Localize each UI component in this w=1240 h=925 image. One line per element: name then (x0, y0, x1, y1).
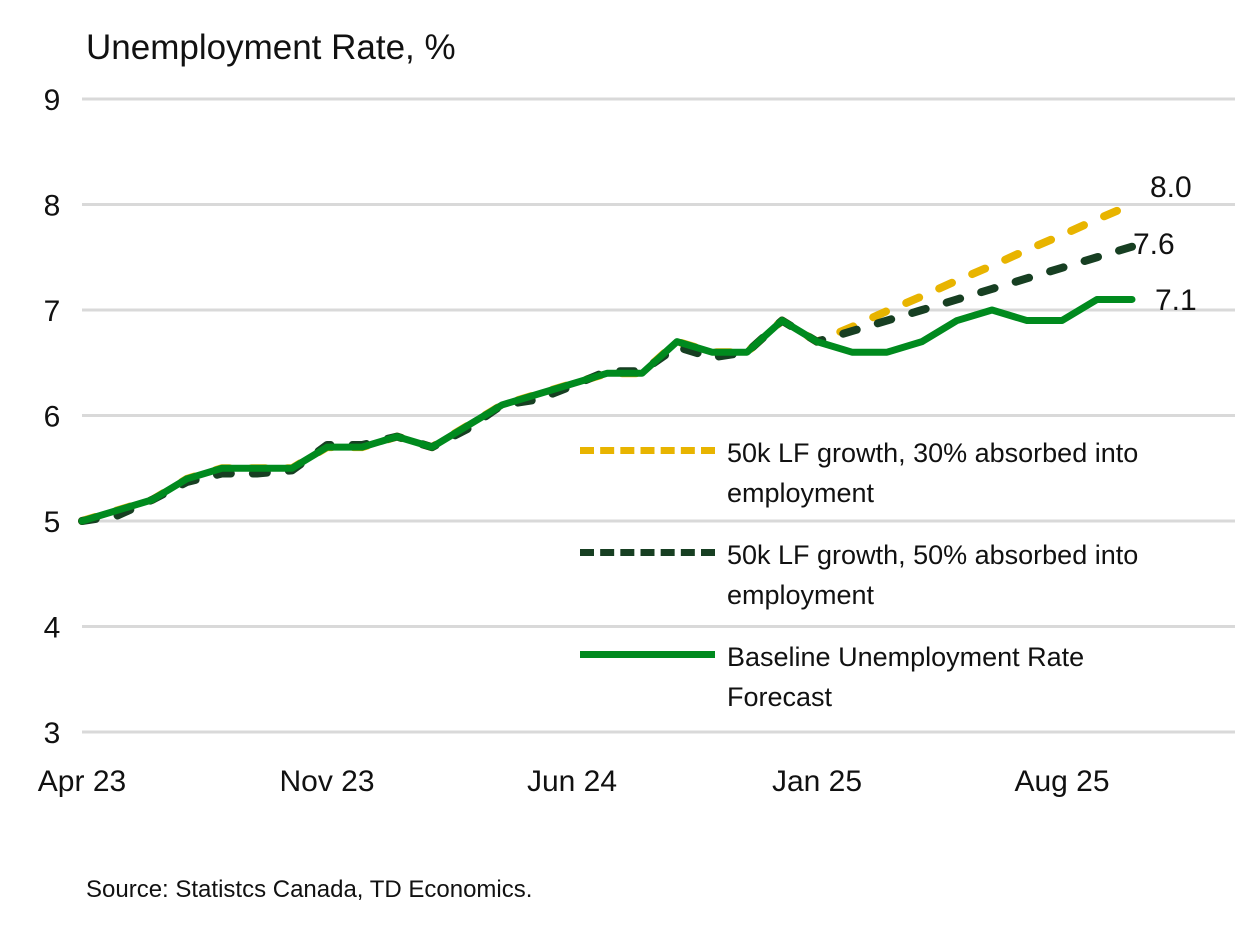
y-tick-label: 6 (44, 401, 61, 434)
x-tick-label: Apr 23 (38, 765, 126, 798)
end-value-label: 7.1 (1155, 284, 1197, 317)
y-tick-label: 7 (44, 295, 61, 328)
legend-label-baseline: Baseline Unemployment Rate Forecast (727, 642, 1085, 712)
x-tick-label: Aug 25 (1014, 765, 1109, 798)
chart-title: Unemployment Rate, % (86, 28, 456, 67)
legend-swatch-50pct (580, 549, 715, 556)
source-note: Source: Statistcs Canada, TD Economics. (86, 876, 533, 903)
series-line-1 (78, 242, 1136, 525)
end-value-label: 8.0 (1150, 171, 1192, 204)
y-tick-label: 5 (44, 506, 61, 539)
end-value-label: 7.6 (1133, 228, 1175, 261)
x-tick-label: Nov 23 (279, 765, 374, 798)
x-tick-label: Jan 25 (772, 765, 862, 798)
legend-label-30pct: 50k LF growth, 30% absorbed into employm… (727, 438, 1139, 508)
y-tick-label: 8 (44, 190, 61, 223)
y-tick-label: 4 (44, 612, 61, 645)
series-line-2 (78, 295, 1136, 525)
legend-swatch-baseline (580, 651, 715, 658)
y-tick-label: 3 (44, 717, 61, 750)
legend-swatch-30pct (580, 447, 715, 454)
x-tick-label: Jun 24 (527, 765, 617, 798)
legend-label-50pct: 50k LF growth, 50% absorbed into employm… (727, 540, 1139, 610)
y-tick-label: 9 (44, 84, 61, 117)
